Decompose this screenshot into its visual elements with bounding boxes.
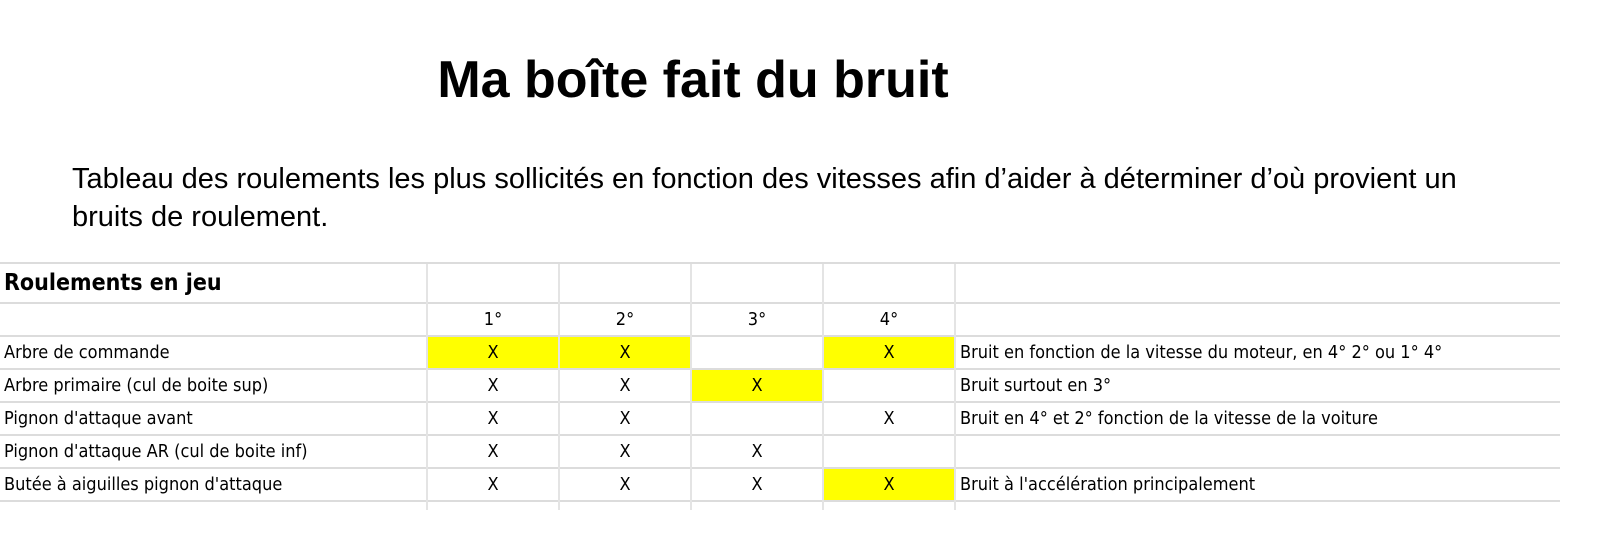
comment-cell: Bruit en fonction de la vitesse du moteu… [954,335,1560,369]
bearing-label: Pignon d'attaque avant [0,401,427,435]
comment-cell: Bruit à l'accélération principalement [954,467,1560,501]
comment-cell: Bruit surtout en 3° [954,368,1560,402]
table-row: Butée à aiguilles pignon d'attaque X X X X Br… [0,467,1560,501]
gear-cell: X [426,335,559,369]
gear-cell: X [426,368,559,402]
gear-cell: X [690,434,823,468]
gear-cell: X [426,467,559,501]
comment-cell: Bruit en 4° et 2° fonction de la vitesse… [954,401,1560,435]
gear-cell: X [558,335,691,369]
gear-cell: X [558,368,691,402]
table-row: Pignon d'attaque AR (cul de boite inf) X X… [0,434,1560,468]
gear-cell [690,401,823,435]
gear-cell: X [426,434,559,468]
gear-header-row: 1° 2° 3° 4° [0,302,1560,336]
page-title: Ma boîte fait du bruit [437,51,949,109]
gear-cell: X [822,335,955,369]
gear-cell: X [822,401,955,435]
gear-cell: X [558,401,691,435]
table-header-row: Roulements en jeu [0,262,1560,303]
table-row: Arbre de commande X X X Bruit en fonction de… [0,335,1560,369]
gear-cell: X [690,467,823,501]
gear-header: 3° [690,302,823,336]
gear-cell [822,368,955,402]
gear-cell [690,335,823,369]
gear-header: 4° [822,302,955,336]
gear-header: 1° [426,302,559,336]
bearing-label: Arbre primaire (cul de boite sup) [0,368,427,402]
bearings-table: Roulements en jeu 1° 2° 3° 4° Arbre de c… [0,262,1560,510]
table-row: Arbre primaire (cul de boite sup) X X X Brui… [0,368,1560,402]
bearing-label: Arbre de commande [0,335,427,369]
table-end [0,500,1560,510]
table-header: Roulements en jeu [0,262,427,303]
gear-cell: X [822,467,955,501]
table-row: Pignon d'attaque avant X X X Bruit en 4° et … [0,401,1560,435]
gear-header: 2° [558,302,691,336]
bearing-label: Pignon d'attaque AR (cul de boite inf) [0,434,427,468]
gear-cell: X [690,368,823,402]
gear-cell: X [426,401,559,435]
gear-cell [822,434,955,468]
gear-cell: X [558,434,691,468]
comment-cell [954,434,1560,468]
intro-text: Tableau des roulements les plus sollicit… [72,163,1457,233]
gear-cell: X [558,467,691,501]
bearing-label: Butée à aiguilles pignon d'attaque [0,467,427,501]
